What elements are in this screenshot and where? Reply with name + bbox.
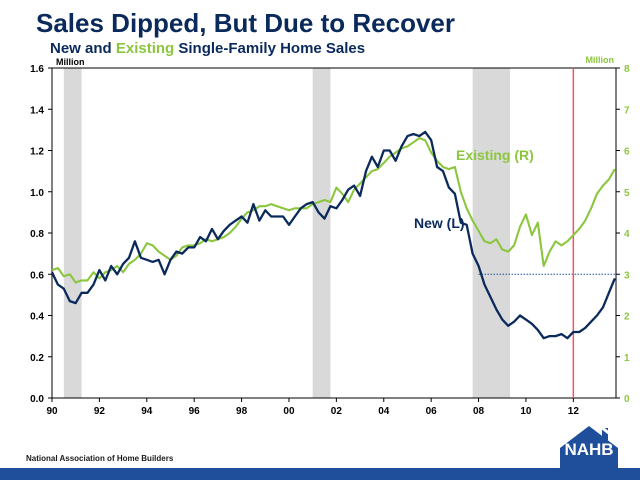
x-tick-label: 90 [46,406,58,417]
left-tick-label: 1.4 [30,105,44,116]
x-tick-label: 08 [473,406,485,417]
series-label-new: New (L) [414,215,465,231]
left-tick-label: 0.4 [30,312,44,323]
left-tick-label: 0.2 [30,353,44,364]
x-tick-label: 10 [520,406,532,417]
bottom-bar [0,468,640,480]
recession-band-0 [64,68,82,398]
left-tick-label: 1.2 [30,147,44,158]
x-tick-label: 94 [141,406,153,417]
right-tick-label: 4 [624,229,630,240]
right-tick-label: 6 [624,147,630,158]
x-tick-label: 04 [378,406,390,417]
recession-band-2 [473,68,510,398]
logo-text: NAHB [558,440,620,460]
right-tick-label: 7 [624,105,630,116]
x-tick-label: 00 [283,406,295,417]
x-tick-label: 12 [568,406,580,417]
left-tick-label: 0.0 [30,394,44,405]
x-tick-label: 92 [94,406,106,417]
home-sales-chart: 0.00.20.40.60.81.01.21.41.6Million012345… [0,0,640,480]
right-tick-label: 2 [624,312,630,323]
nahb-logo: NAHB [558,424,620,468]
recession-band-1 [313,68,331,398]
right-tick-label: 5 [624,188,630,199]
left-tick-label: 0.8 [30,229,44,240]
x-tick-label: 02 [331,406,343,417]
x-tick-label: 98 [236,406,248,417]
left-tick-label: 1.0 [30,188,44,199]
right-axis-unit: Million [586,55,615,65]
right-tick-label: 0 [624,394,630,405]
x-tick-label: 96 [189,406,201,417]
left-axis-unit: Million [56,57,85,67]
series-label-existing: Existing (R) [456,147,534,163]
right-tick-label: 1 [624,353,630,364]
right-tick-label: 3 [624,270,630,281]
left-tick-label: 0.6 [30,270,44,281]
footer-org: National Association of Home Builders [26,454,173,463]
x-tick-label: 06 [426,406,438,417]
right-tick-label: 8 [624,64,630,75]
left-tick-label: 1.6 [30,64,44,75]
